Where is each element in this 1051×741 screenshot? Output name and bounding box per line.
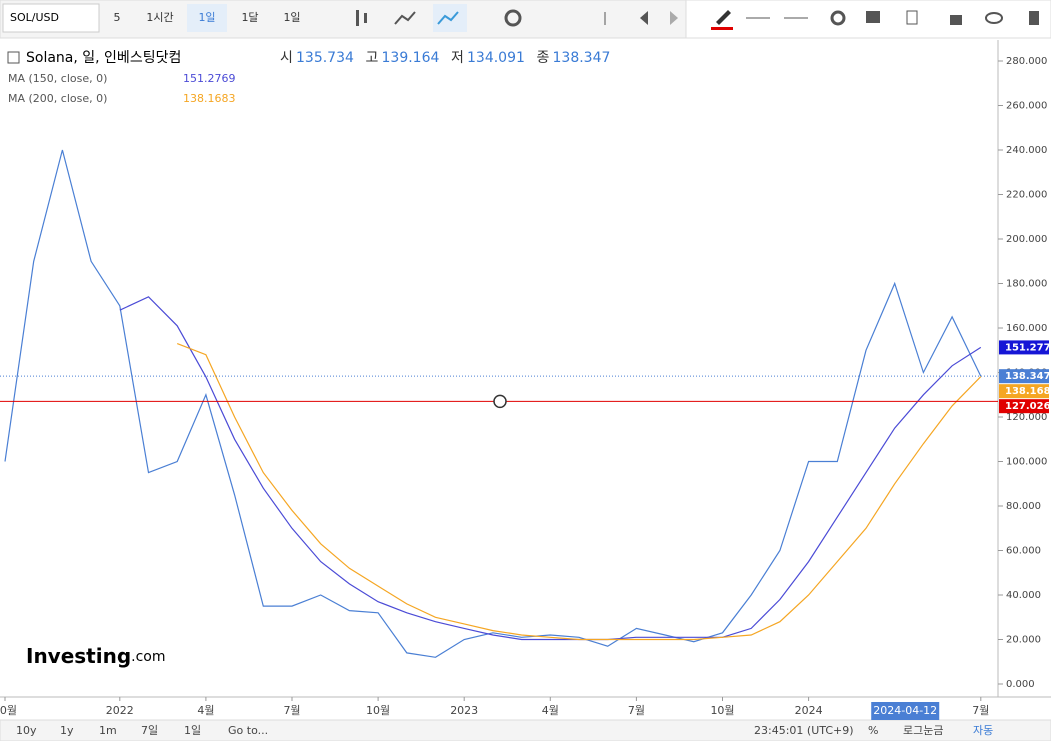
series-line (4, 149, 982, 658)
scale-button[interactable]: % (868, 724, 878, 737)
pencil-icon[interactable] (716, 10, 731, 25)
ma-legend-value: 138.1683 (183, 92, 236, 105)
ma-legend-value: 151.2769 (183, 72, 236, 85)
interval-button[interactable]: 1일 (283, 10, 300, 24)
logo-suffix: .com (131, 649, 165, 665)
trash-icon[interactable] (1029, 11, 1039, 25)
scale-button[interactable]: 로그눈금 (903, 724, 943, 737)
price-tag-bg (999, 399, 1049, 414)
range-button[interactable]: 10y (16, 724, 37, 737)
ohlc-value: 135.734 (296, 50, 354, 66)
area-icon[interactable] (394, 11, 416, 25)
price-tag-bg (999, 369, 1049, 384)
clock: 23:45:01 (UTC+9) (754, 724, 854, 737)
y-tick-label: 100.000 (1006, 457, 1047, 468)
active-interval (187, 4, 227, 32)
y-tick-label: 200.000 (1006, 234, 1047, 245)
ma-legend-name: MA (200, close, 0) (8, 92, 107, 105)
fill-icon[interactable] (866, 11, 880, 23)
range-button[interactable]: 7일 (141, 723, 158, 737)
symbol-box[interactable] (2, 3, 100, 33)
price-tag: 151.277 (1005, 342, 1051, 353)
x-tick-label: 10월 (710, 704, 734, 717)
range-button[interactable]: 1일 (184, 723, 201, 737)
x-tick-label: 7월 (283, 704, 300, 717)
candle-icon[interactable] (356, 10, 359, 26)
legend-title: Solana, 일, 인베스팅닷컴 (26, 50, 181, 66)
bottom-bar (0, 719, 1051, 741)
x-tick-label: 2024 (795, 704, 823, 717)
interval-button[interactable]: 1시간 (146, 11, 173, 24)
settings-icon[interactable] (830, 10, 846, 26)
x-tick-label: 10월 (0, 704, 17, 717)
y-tick-label: 60.000 (1006, 546, 1041, 557)
ma-legend-name: MA (150, close, 0) (8, 72, 107, 85)
line-icon[interactable] (437, 11, 459, 25)
crosshair-date: 2024-04-12 (873, 704, 937, 717)
series-line (176, 343, 982, 641)
price-tag: 138.168 (1005, 386, 1051, 397)
y-tick-label: 180.000 (1006, 279, 1047, 290)
y-tick-label: 20.000 (1006, 635, 1041, 646)
y-tick-label: 240.000 (1006, 145, 1047, 156)
y-tick-label: 260.000 (1006, 101, 1047, 112)
collapse-icon[interactable] (7, 51, 20, 64)
y-tick-label: 220.000 (1006, 190, 1047, 201)
logo: Investing.com (26, 644, 166, 668)
x-tick-label: 2023 (450, 704, 478, 717)
settings-icon[interactable] (504, 9, 522, 27)
eye-icon[interactable] (985, 12, 1003, 24)
y-tick-label: 40.000 (1006, 590, 1041, 601)
price-tag-bg (999, 340, 1049, 355)
ohlc-value: 138.347 (553, 50, 611, 66)
x-tick-label: 7월 (628, 704, 645, 717)
toolbar-bg (0, 0, 687, 39)
symbol: SOL/USD (10, 11, 59, 24)
range-button[interactable]: 1y (60, 724, 74, 737)
scale-button[interactable]: 자동 (973, 724, 993, 737)
range-button[interactable]: Go to... (228, 724, 268, 737)
candle-icon[interactable] (364, 13, 367, 23)
y-tick-label: 160.000 (1006, 323, 1047, 334)
y-tick-label: 120.000 (1006, 412, 1047, 423)
price-tag: 127.026 (1005, 401, 1051, 412)
x-tick-label: 4월 (542, 704, 559, 717)
series-line (119, 296, 982, 641)
interval-button[interactable]: 1일 (198, 10, 215, 24)
redo-icon[interactable] (670, 11, 678, 25)
x-tick-label: 10월 (366, 704, 390, 717)
logo-main: Investing (26, 644, 131, 668)
price-tag: 138.347 (1005, 371, 1051, 382)
x-tick-label: 7월 (972, 704, 989, 717)
ohlc-label: 종 (537, 50, 550, 66)
range-button[interactable]: 1m (99, 724, 117, 737)
price-tag-bg (999, 384, 1049, 399)
ohlc-label: 시 (280, 50, 293, 66)
ohlc-label: 고 (366, 50, 379, 66)
x-tick-label: 2022 (106, 704, 134, 717)
x-tick-label: 4월 (197, 704, 214, 717)
active-chart-type (433, 4, 467, 32)
ohlc-value: 139.164 (382, 50, 440, 66)
y-tick-label: 0.000 (1006, 679, 1035, 690)
copy-icon[interactable] (906, 10, 918, 25)
line-handle[interactable] (493, 394, 507, 409)
lock-icon[interactable] (950, 15, 962, 25)
ohlc-label: 저 (451, 50, 464, 66)
crosshair-date-bg (871, 702, 940, 720)
y-tick-label: 80.000 (1006, 501, 1041, 512)
toolbar: SOL/USD (0, 0, 1051, 39)
ohlc-value: 134.091 (467, 50, 525, 66)
y-tick-label: 280.000 (1006, 56, 1047, 67)
interval-button[interactable]: 1달 (241, 11, 258, 24)
undo-icon[interactable] (640, 11, 648, 25)
interval-button[interactable]: 5 (114, 11, 121, 24)
active-underline (711, 27, 733, 30)
